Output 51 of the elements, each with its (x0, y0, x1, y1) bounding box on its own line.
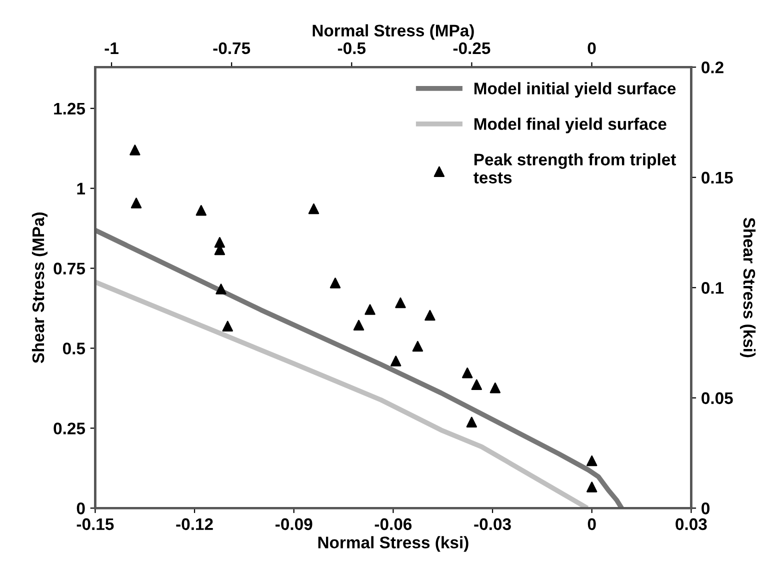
point (395, 297, 406, 308)
x-axis-title: Normal Stress (ksi) (318, 536, 468, 552)
point (466, 416, 478, 428)
x2-tick-label: -1 (104, 42, 118, 54)
y2-tick-label: 0.2 (702, 62, 724, 74)
point (586, 482, 598, 492)
y-tick-label: 0.5 (62, 342, 86, 354)
x2-tick-label: -0.5 (338, 42, 366, 54)
x-tick-label: 0.03 (676, 518, 707, 530)
x2-tick-label: -0.75 (213, 42, 250, 54)
point (222, 320, 233, 332)
point (130, 198, 142, 208)
point (130, 144, 140, 156)
x2-axis-title: Normal Stress (MPa) (312, 24, 474, 40)
y2-tick-label: 0 (702, 502, 710, 514)
x2-tick-label: 0 (588, 42, 596, 54)
x-tick-label: -0.06 (374, 518, 412, 530)
point (196, 205, 207, 216)
y2-axis-title: Shear Stress (ksi) (740, 218, 756, 358)
x2-tick-label: -0.25 (453, 42, 490, 54)
x-tick-label: -0.15 (76, 518, 114, 530)
point (462, 367, 473, 378)
point (216, 284, 226, 294)
y-axis-title: Shear Stress (MPa) (32, 212, 48, 364)
point (353, 320, 364, 331)
y2-tick-label: 0.15 (702, 172, 733, 184)
y2-tick-label: 0.1 (702, 282, 724, 294)
x-tick-label: -0.12 (176, 518, 213, 530)
point (471, 379, 482, 390)
point (412, 340, 424, 352)
point (586, 455, 598, 466)
point (490, 382, 501, 394)
y-tick-label: 1.25 (54, 102, 86, 115)
x-tick-label: -0.09 (276, 518, 312, 530)
y-tick-label: 0.25 (54, 422, 86, 434)
point (424, 310, 436, 321)
point (308, 203, 320, 214)
y-tick-label: 1 (77, 182, 86, 194)
y-tick-label: 0 (76, 502, 85, 514)
legend-label: Model final yield surface (474, 118, 666, 134)
x-tick-label: 0 (588, 518, 596, 530)
legend-label: Peak strength from triplet tests (474, 153, 676, 184)
point (364, 304, 376, 315)
line-series (95, 280, 588, 508)
point (330, 278, 341, 288)
point (390, 356, 402, 366)
x-tick-label: -0.03 (474, 518, 511, 530)
y2-tick-label: 0.05 (702, 392, 733, 404)
y-tick-label: 0.75 (54, 262, 86, 274)
line-series (95, 228, 624, 508)
legend-label: Model initial yield surface (474, 82, 676, 98)
